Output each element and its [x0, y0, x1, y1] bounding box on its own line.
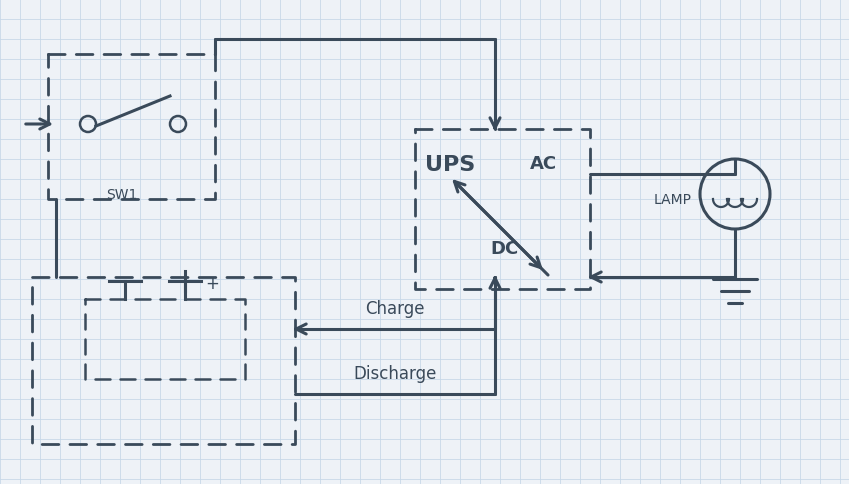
- Text: +: +: [205, 274, 219, 292]
- Text: SW1: SW1: [106, 188, 138, 201]
- Text: DC: DC: [490, 240, 518, 257]
- Text: UPS: UPS: [425, 155, 475, 175]
- Text: LAMP: LAMP: [654, 193, 692, 207]
- Text: Discharge: Discharge: [353, 364, 436, 382]
- Text: Charge: Charge: [365, 300, 424, 318]
- Text: AC: AC: [530, 155, 557, 173]
